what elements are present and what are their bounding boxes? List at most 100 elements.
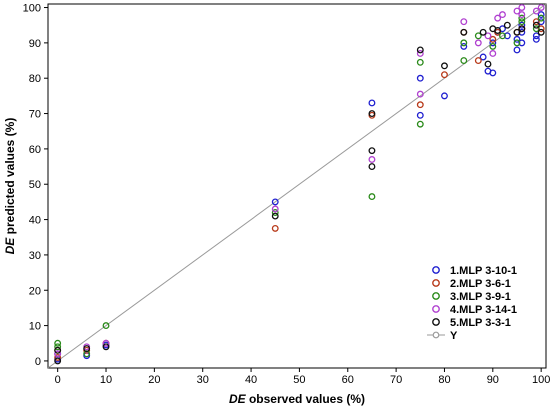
data-point-series-1 bbox=[518, 39, 526, 47]
x-tick-label: 10 bbox=[100, 374, 112, 386]
legend-label: 3.MLP 3-9-1 bbox=[450, 291, 511, 303]
data-point-series-1 bbox=[513, 46, 521, 54]
data-point-series-5 bbox=[102, 343, 110, 351]
legend-marker bbox=[432, 292, 440, 300]
legend-marker bbox=[432, 305, 440, 313]
data-point-series-5 bbox=[83, 345, 91, 353]
legend-marker bbox=[432, 331, 440, 339]
legend-label: 1.MLP 3-10-1 bbox=[450, 265, 517, 277]
data-point-series-4 bbox=[484, 32, 492, 40]
x-tick-label: 50 bbox=[293, 374, 305, 386]
y-axis-title-suffix: predicted values (%) bbox=[3, 118, 17, 238]
data-point-series-3 bbox=[460, 39, 468, 47]
legend-marker bbox=[432, 266, 440, 274]
data-point-series-4 bbox=[460, 18, 468, 26]
data-point-series-3 bbox=[416, 120, 424, 128]
data-point-series-3 bbox=[513, 39, 521, 47]
data-point-series-5 bbox=[532, 21, 540, 29]
data-points bbox=[54, 4, 545, 365]
data-point-series-5 bbox=[416, 46, 424, 54]
data-point-series-5 bbox=[479, 28, 487, 36]
data-point-series-4 bbox=[416, 90, 424, 98]
data-point-series-1 bbox=[368, 99, 376, 107]
data-point-series-1 bbox=[532, 32, 540, 40]
data-point-series-5 bbox=[537, 28, 545, 36]
legend-marker bbox=[432, 279, 440, 287]
data-point-series-1 bbox=[479, 53, 487, 61]
data-point-series-1 bbox=[271, 198, 279, 206]
data-point-series-2 bbox=[474, 57, 482, 64]
x-axis-title: DE observed values (%) bbox=[229, 392, 365, 406]
data-point-series-4 bbox=[518, 4, 526, 11]
y-tick-label: 10 bbox=[29, 321, 41, 333]
data-point-series-4 bbox=[532, 7, 540, 15]
data-point-series-1 bbox=[460, 42, 468, 50]
data-point-series-4 bbox=[474, 39, 482, 47]
data-point-series-2 bbox=[537, 25, 545, 33]
data-point-series-3 bbox=[271, 209, 279, 216]
data-point-series-2 bbox=[54, 353, 62, 361]
data-point-series-3 bbox=[54, 339, 62, 347]
data-point-series-2 bbox=[441, 71, 448, 79]
data-point-series-4 bbox=[513, 7, 521, 15]
data-point-series-5 bbox=[368, 147, 376, 155]
data-point-series-1 bbox=[518, 28, 526, 36]
data-point-series-4 bbox=[494, 14, 502, 22]
x-tick-label: 30 bbox=[197, 374, 209, 386]
data-point-series-5 bbox=[503, 21, 511, 29]
reference-line-y bbox=[47, 3, 547, 369]
y-tick-label: 90 bbox=[29, 38, 41, 50]
x-tick-label: 70 bbox=[390, 374, 402, 386]
y-tick-label: 60 bbox=[29, 144, 41, 156]
x-tick-label: 90 bbox=[487, 374, 499, 386]
reference-line-layer bbox=[47, 3, 547, 369]
data-point-series-4 bbox=[499, 11, 506, 19]
data-point-series-5 bbox=[54, 346, 62, 354]
data-point-series-5 bbox=[271, 212, 279, 220]
legend-marker bbox=[432, 318, 440, 326]
legend-label: 2.MLP 3-6-1 bbox=[450, 278, 511, 290]
x-tick-label: 40 bbox=[245, 374, 257, 386]
data-point-series-4 bbox=[368, 156, 376, 163]
x-axis-title-prefix: DE bbox=[229, 392, 247, 406]
data-point-series-5 bbox=[484, 60, 492, 68]
x-tick-label: 100 bbox=[532, 374, 550, 386]
data-point-series-1 bbox=[503, 32, 511, 40]
y-tick-label: 50 bbox=[29, 179, 41, 191]
data-point-series-1 bbox=[441, 92, 448, 100]
data-point-series-1 bbox=[532, 35, 540, 43]
data-point-series-4 bbox=[518, 11, 526, 19]
data-point-series-4 bbox=[489, 50, 497, 57]
data-point-series-1 bbox=[537, 18, 545, 26]
y-tick-label: 70 bbox=[29, 109, 41, 121]
data-point-series-2 bbox=[416, 101, 424, 109]
x-axis-title-suffix: observed values (%) bbox=[246, 392, 365, 406]
axis-ticks: 0 10 20 30 40 50 60 70 80 90 100 0 10 20 30 40 50 60 70 80 9… bbox=[23, 3, 550, 386]
legend-label: 4.MLP 3-14-1 bbox=[450, 304, 517, 316]
data-point-series-1 bbox=[489, 69, 497, 77]
legend: 1.MLP 3-10-12.MLP 3-6-13.MLP 3-9-14.MLP … bbox=[427, 265, 517, 342]
data-point-series-1 bbox=[416, 111, 424, 119]
y-axis-title: DE predicted values (%) bbox=[3, 118, 17, 255]
data-point-series-5 bbox=[368, 163, 376, 171]
y-tick-label: 40 bbox=[29, 215, 41, 227]
y-tick-label: 30 bbox=[29, 250, 41, 262]
data-point-series-5 bbox=[513, 28, 521, 36]
data-point-series-3 bbox=[368, 193, 376, 201]
legend-label: Y bbox=[450, 330, 458, 342]
data-point-series-3 bbox=[416, 58, 424, 66]
data-point-series-3 bbox=[460, 57, 468, 64]
data-point-series-4 bbox=[54, 350, 62, 358]
data-point-series-2 bbox=[489, 35, 497, 43]
x-tick-label: 20 bbox=[148, 374, 160, 386]
data-point-series-5 bbox=[460, 28, 468, 36]
data-point-series-3 bbox=[474, 32, 482, 40]
data-point-series-5 bbox=[494, 27, 502, 34]
x-tick-label: 80 bbox=[438, 374, 450, 386]
data-point-series-1 bbox=[537, 11, 545, 19]
y-axis-title-prefix: DE bbox=[3, 237, 17, 255]
data-point-series-5 bbox=[368, 110, 376, 118]
data-point-series-3 bbox=[489, 42, 497, 50]
data-point-series-4 bbox=[102, 339, 110, 347]
